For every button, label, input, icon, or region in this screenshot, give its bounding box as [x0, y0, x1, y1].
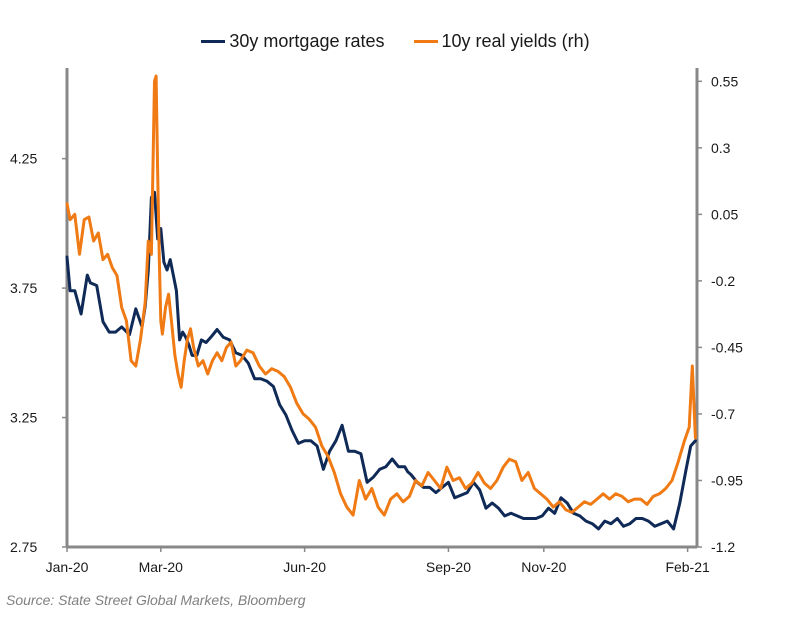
right-tick-label: 0.55 — [711, 73, 738, 89]
right-tick-label: -0.95 — [711, 472, 743, 488]
left-tick-label: 3.25 — [10, 410, 37, 426]
right-tick-label: -0.2 — [711, 273, 735, 289]
right-tick-label: -1.2 — [711, 539, 735, 555]
left-tick-label: 3.75 — [10, 280, 37, 296]
legend-swatch-real-yields — [413, 40, 438, 43]
source-note: Source: State Street Global Markets, Blo… — [6, 592, 306, 608]
x-tick-label: Feb-21 — [665, 559, 710, 575]
x-tick-label: Mar-20 — [139, 559, 184, 575]
right-tick-label: 0.05 — [711, 206, 738, 222]
legend-label-real-yields: 10y real yields (rh) — [441, 31, 590, 51]
x-tick-label: Sep-20 — [426, 559, 471, 575]
legend-item-real-yields: 10y real yields (rh) — [413, 31, 590, 52]
right-tick-label: 0.3 — [711, 140, 731, 156]
left-tick-label: 4.25 — [10, 151, 37, 167]
legend-item-mortgage: 30y mortgage rates — [201, 31, 385, 52]
legend-swatch-mortgage — [201, 40, 226, 43]
right-tick-label: -0.7 — [711, 406, 735, 422]
x-tick-label: Jan-20 — [46, 559, 89, 575]
legend: 30y mortgage rates 10y real yields (rh) — [0, 27, 791, 52]
x-tick-label: Jun-20 — [283, 559, 326, 575]
left-tick-label: 2.75 — [10, 539, 37, 555]
series-line-mortgage — [65, 190, 697, 531]
right-tick-label: -0.45 — [711, 339, 743, 355]
legend-label-mortgage: 30y mortgage rates — [229, 31, 385, 51]
x-tick-label: Nov-20 — [521, 559, 566, 575]
series-line-real-yields — [65, 74, 697, 517]
